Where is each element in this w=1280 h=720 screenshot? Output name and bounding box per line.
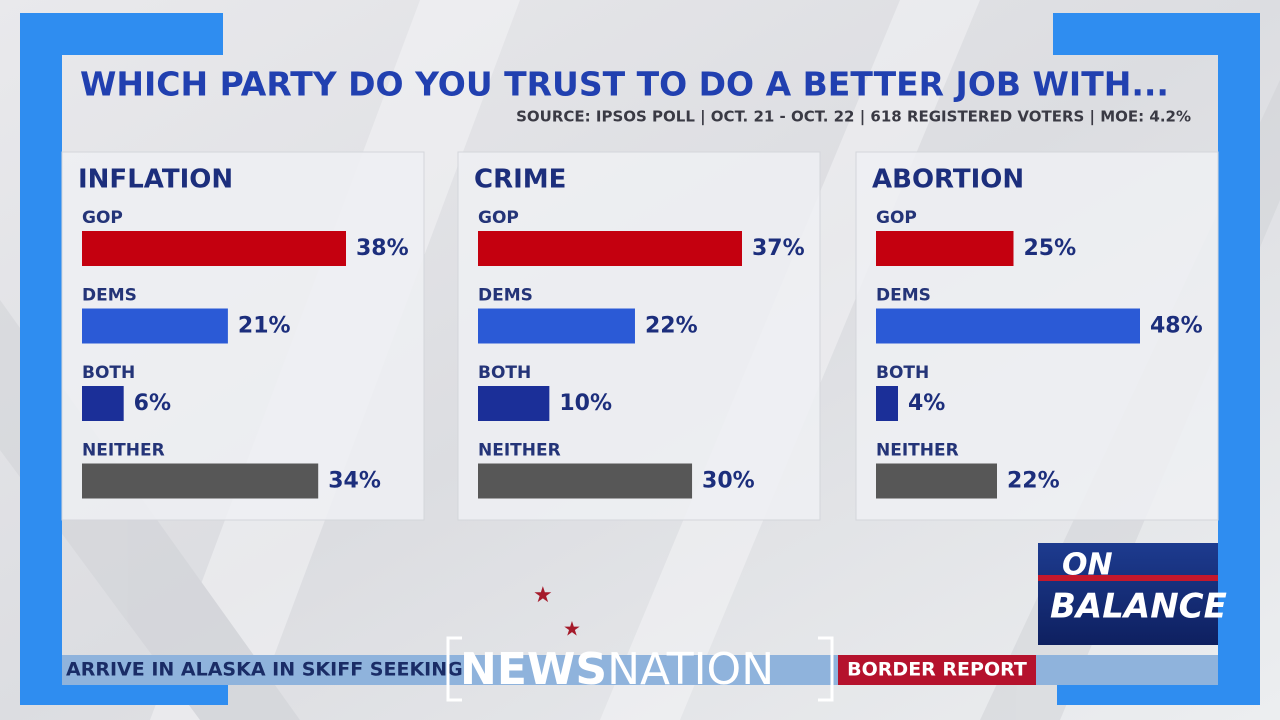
- category-label: NEITHER: [876, 441, 959, 461]
- ticker-segment-box: [838, 655, 1036, 685]
- ticker-band-right: [1036, 655, 1218, 685]
- value-label: 10%: [559, 391, 612, 416]
- source: SOURCE: IPSOS POLL | OCT. 21 - OCT. 22 |…: [516, 108, 1191, 127]
- bar: [82, 308, 228, 344]
- network-logo: NEWSNATION: [460, 644, 774, 695]
- stars: ★ ★: [533, 583, 581, 641]
- category-label: DEMS: [478, 286, 533, 306]
- panel-title: CRIME: [474, 165, 566, 195]
- bar: [82, 231, 346, 266]
- network-logo-part1: NEWS: [460, 644, 607, 695]
- frame: [20, 13, 1260, 705]
- value-label: 34%: [328, 469, 381, 494]
- network-logo-part2: NATION: [607, 644, 774, 695]
- ticker-band: [62, 655, 838, 685]
- network-logo-bracket: [446, 636, 834, 702]
- value-label: 22%: [1007, 469, 1060, 494]
- show-logo-stripe: [1038, 575, 1218, 581]
- category-label: BOTH: [876, 363, 929, 383]
- category-label: GOP: [82, 208, 123, 228]
- category-label: NEITHER: [478, 441, 561, 461]
- value-label: 6%: [134, 391, 171, 416]
- value-label: 21%: [238, 314, 291, 339]
- bar: [876, 231, 1014, 266]
- title: WHICH PARTY DO YOU TRUST TO DO A BETTER …: [80, 65, 1169, 104]
- bar: [876, 386, 898, 421]
- category-label: DEMS: [82, 286, 137, 306]
- category-label: GOP: [478, 208, 519, 228]
- value-label: 4%: [908, 391, 945, 416]
- show-logo-box: [1038, 543, 1218, 645]
- bar: [82, 386, 124, 421]
- svg-text:★: ★: [563, 617, 581, 641]
- show-logo-line2: BALANCE: [1050, 587, 1227, 627]
- bar: [876, 308, 1140, 344]
- ticker-headline: ARRIVE IN ALASKA IN SKIFF SEEKING: [66, 659, 463, 681]
- panel-title: ABORTION: [872, 165, 1024, 195]
- bar: [82, 463, 319, 499]
- ticker-segment: BORDER REPORT: [847, 659, 1027, 681]
- value-label: 30%: [702, 469, 755, 494]
- category-label: NEITHER: [82, 441, 165, 461]
- panel-title: INFLATION: [78, 165, 233, 195]
- value-label: 38%: [356, 236, 409, 261]
- bar: [478, 386, 550, 421]
- category-label: BOTH: [478, 363, 531, 383]
- category-label: DEMS: [876, 286, 931, 306]
- bar: [478, 231, 742, 266]
- category-label: GOP: [876, 208, 917, 228]
- panels: INFLATION GOP 38% DEMS 21% BOTH 6% NEITHER 34% CR…: [61, 151, 1219, 521]
- value-label: 48%: [1150, 314, 1203, 339]
- value-label: 37%: [752, 236, 805, 261]
- category-label: BOTH: [82, 363, 135, 383]
- value-label: 22%: [645, 314, 698, 339]
- svg-text:★: ★: [533, 583, 553, 608]
- bar: [478, 463, 693, 499]
- bar: [876, 463, 997, 499]
- bar: [478, 308, 635, 344]
- value-label: 25%: [1024, 236, 1077, 261]
- show-logo-line1: ON: [1062, 548, 1113, 583]
